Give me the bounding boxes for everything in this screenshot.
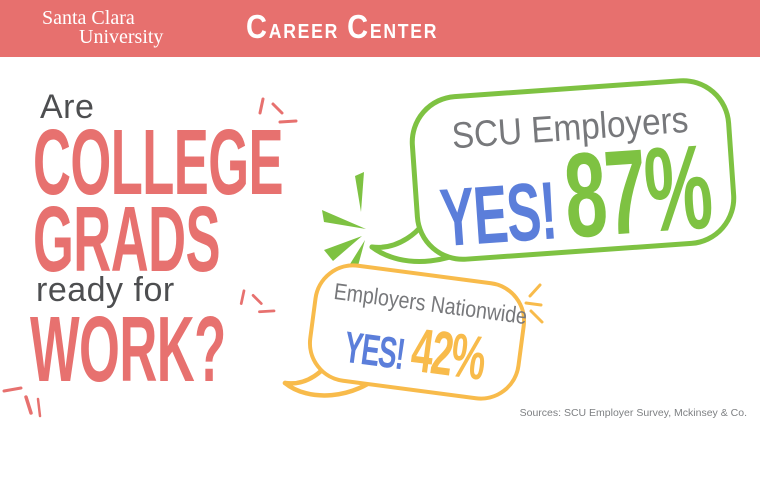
scu-logo-line1: Santa Clara [42, 7, 135, 29]
scu-logo: Santa Clara University [42, 7, 164, 49]
starburst-icon [322, 172, 366, 266]
yes-text: YES! [437, 165, 559, 265]
scu-employers-bubble: SCU Employers YES! 87% [406, 74, 740, 266]
headline-work: WORK? [30, 297, 226, 401]
header-bar: Santa Clara University CAREER CENTER [0, 0, 760, 57]
wordmark-rest-1: AREER [268, 21, 340, 43]
sparkle-icon [239, 289, 276, 314]
percent-value: 87% [560, 119, 715, 264]
wordmark-initial-1: C [246, 8, 269, 45]
headline-grads: GRADS [33, 187, 221, 291]
yes-text: YES! [341, 322, 407, 380]
headline-ready-for: ready for [36, 271, 175, 309]
career-center-wordmark: CAREER CENTER [246, 8, 438, 46]
headline-college: COLLEGE [33, 110, 284, 214]
wordmark-initial-2: C [347, 8, 370, 45]
employers-nationwide-value-row: YES! 42% [341, 312, 488, 394]
percent-value: 42% [407, 315, 489, 394]
sparkle-icon [524, 283, 544, 324]
sources-text: Sources: SCU Employer Survey, Mckinsey &… [519, 407, 747, 419]
headline-are: Are [40, 88, 95, 126]
sparkle-icon [258, 97, 298, 124]
sparkle-icon [2, 386, 42, 418]
scu-logo-line2: University [79, 26, 164, 49]
scu-employers-value-row: YES! 87% [437, 120, 715, 265]
wordmark-rest-2: ENTER [369, 21, 439, 43]
